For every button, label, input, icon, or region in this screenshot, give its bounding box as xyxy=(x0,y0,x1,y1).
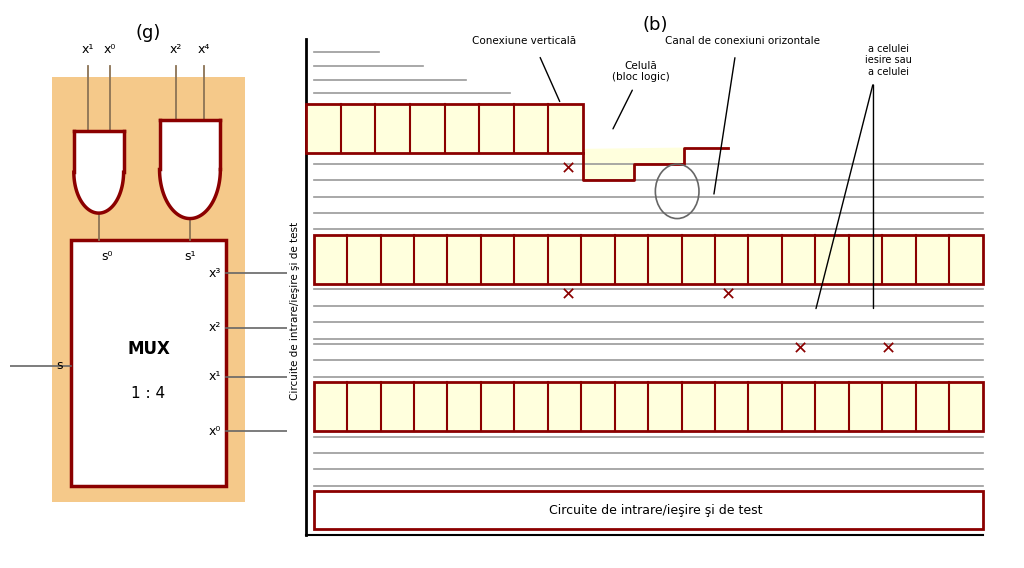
Text: ✕: ✕ xyxy=(560,286,575,304)
Text: MUX: MUX xyxy=(127,340,170,358)
Text: ✕: ✕ xyxy=(721,286,735,304)
Text: Conexiune verticală: Conexiune verticală xyxy=(472,36,577,47)
Polygon shape xyxy=(160,120,220,219)
Bar xyxy=(71,240,226,486)
Text: ✕: ✕ xyxy=(560,161,575,178)
Text: s: s xyxy=(56,360,63,372)
Text: 1 : 4: 1 : 4 xyxy=(131,386,166,400)
Text: Circuite de intrare/ieşire şi de test: Circuite de intrare/ieşire şi de test xyxy=(291,222,300,400)
Text: (g): (g) xyxy=(136,24,161,42)
Text: Circuite de intrare/ieşire şi de test: Circuite de intrare/ieşire şi de test xyxy=(549,504,762,517)
Text: ✕: ✕ xyxy=(881,340,896,358)
Text: Canal de conexiuni orizontale: Canal de conexiuni orizontale xyxy=(666,36,820,47)
Text: x⁰: x⁰ xyxy=(209,425,221,438)
Text: a celulei
iesire sau
a celulei: a celulei iesire sau a celulei xyxy=(864,44,911,77)
Polygon shape xyxy=(74,131,124,213)
Text: x¹: x¹ xyxy=(82,43,94,56)
Text: (b): (b) xyxy=(643,16,668,34)
Text: s⁰: s⁰ xyxy=(101,250,113,263)
Text: Celulă
(bloc logic): Celulă (bloc logic) xyxy=(612,61,670,82)
Text: x²: x² xyxy=(209,321,221,334)
Bar xyxy=(51,77,246,502)
Bar xyxy=(313,382,982,431)
Text: ✕: ✕ xyxy=(794,340,808,358)
Text: x²: x² xyxy=(170,43,182,56)
Bar xyxy=(306,104,583,153)
Bar xyxy=(313,235,982,284)
Polygon shape xyxy=(306,104,728,181)
Text: x⁰: x⁰ xyxy=(103,43,116,56)
Bar xyxy=(313,491,982,529)
Text: x³: x³ xyxy=(209,266,221,279)
Text: s¹: s¹ xyxy=(184,250,196,263)
Text: x⁴: x⁴ xyxy=(198,43,210,56)
Text: x¹: x¹ xyxy=(209,370,221,383)
